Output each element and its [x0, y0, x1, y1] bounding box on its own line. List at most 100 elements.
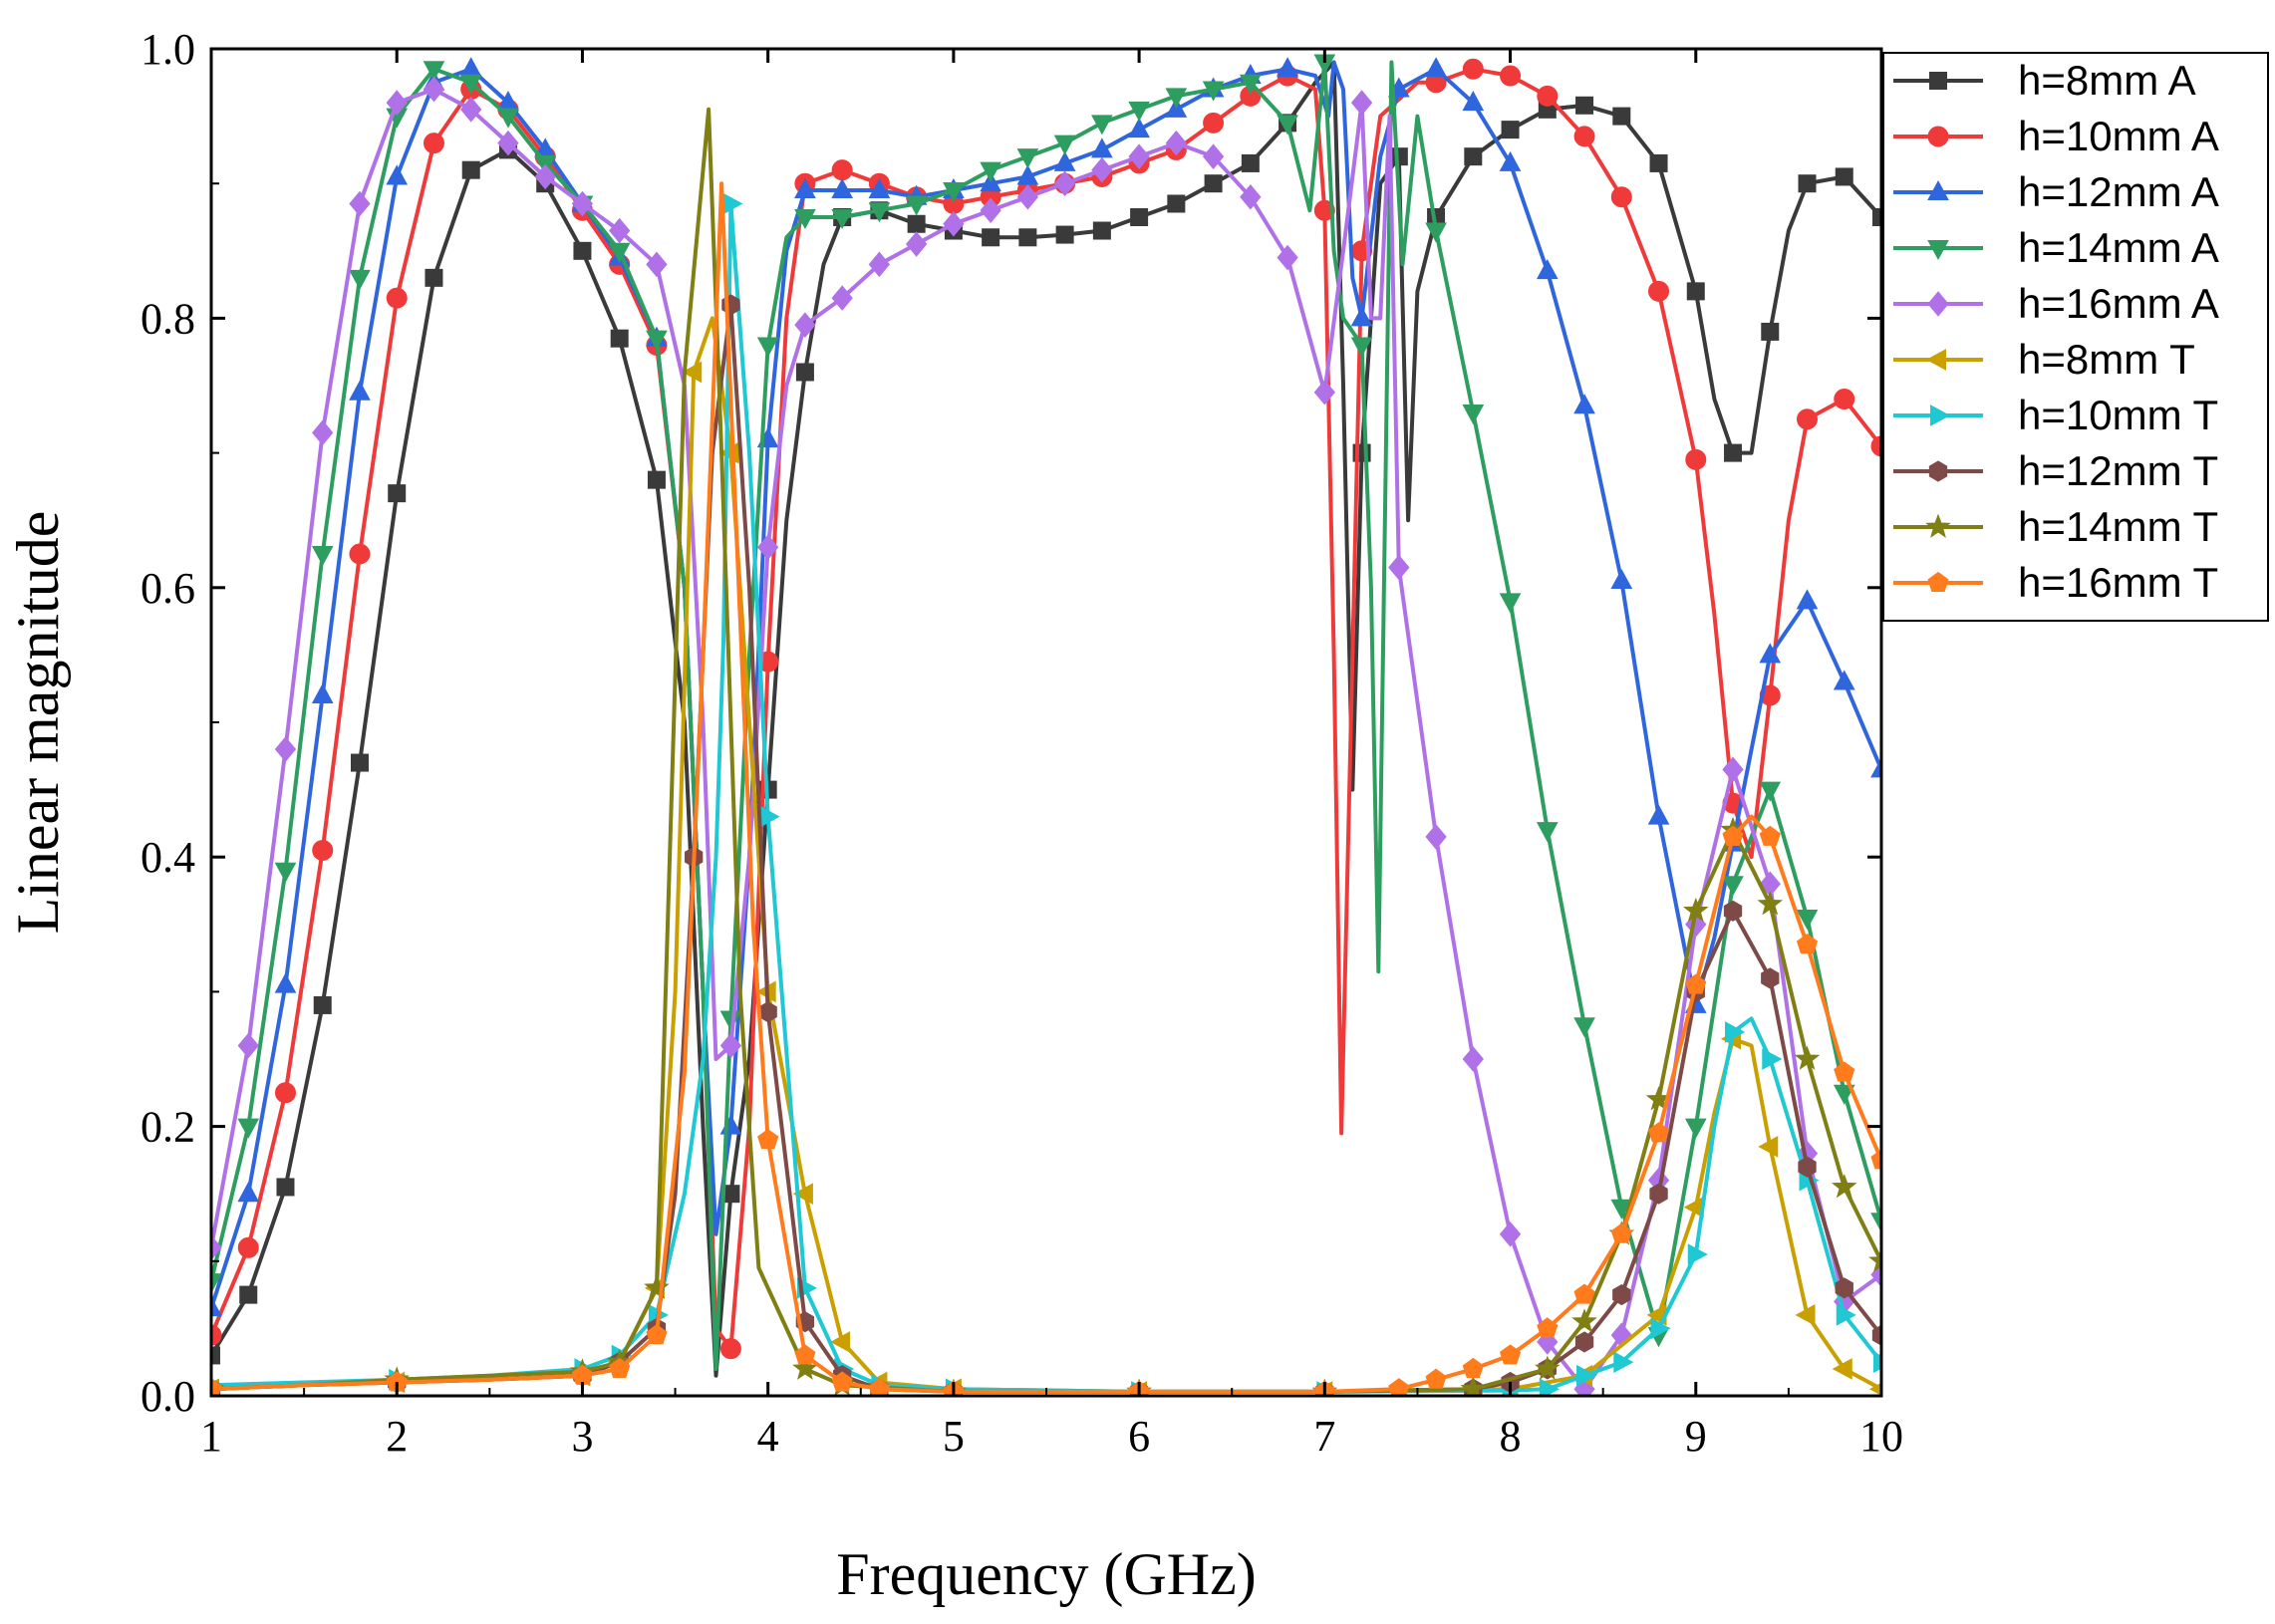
data-point: [1759, 781, 1782, 802]
data-point: [311, 546, 334, 567]
x-tick-label: 1: [200, 1412, 222, 1461]
data-point: [571, 190, 594, 217]
data-point: [425, 268, 443, 287]
data-point: [1648, 280, 1670, 302]
x-tick-label: 6: [1128, 1412, 1150, 1461]
data-point: [1610, 568, 1633, 590]
series-h-16mm-t: [211, 181, 1881, 1396]
data-point: [1464, 147, 1483, 166]
data-point: [1832, 1358, 1852, 1380]
data-point: [868, 202, 891, 223]
data-point: [1165, 88, 1188, 109]
data-point: [1796, 589, 1819, 610]
legend-entry: h=12mm A: [1893, 168, 2219, 215]
x-axis-title: Frequency (GHz): [836, 1541, 1257, 1607]
y-axis-title: Linear magnitude: [5, 511, 71, 935]
data-point: [1722, 756, 1744, 783]
series-line: [211, 181, 1881, 1394]
x-tick-label: 4: [757, 1412, 779, 1461]
data-point: [1277, 244, 1298, 271]
legend: h=8mm A h=10mm A h=12mm A h=14mm A h=16mm A h…: [1882, 52, 2269, 622]
data-point: [1687, 1243, 1708, 1265]
data-point: [237, 1118, 260, 1139]
series-h-10mm-t: [211, 192, 1881, 1396]
data-point: [1928, 460, 1948, 482]
legend-label: h=12mm T: [2018, 447, 2218, 494]
data-point: [350, 753, 369, 772]
data-point: [1240, 74, 1262, 95]
data-point: [461, 160, 480, 179]
data-point: [1462, 405, 1485, 425]
data-point: [1128, 101, 1150, 122]
data-point: [1868, 1382, 1881, 1396]
legend-label: h=12mm A: [2018, 168, 2219, 215]
legend-entry: h=14mm T: [1893, 503, 2218, 550]
series-line: [211, 67, 1881, 1351]
data-point: [349, 190, 371, 217]
data-point: [868, 251, 891, 278]
data-point: [1016, 148, 1039, 169]
data-point: [794, 209, 816, 230]
data-point: [237, 1236, 259, 1258]
data-point: [349, 543, 371, 565]
data-point: [1018, 228, 1037, 247]
data-point: [1761, 967, 1780, 989]
y-axis: 0.0 0.2 0.4 0.6 0.8 1.0: [141, 25, 1881, 1421]
legend-entry: h=14mm A: [1893, 224, 2219, 271]
data-point: [459, 57, 482, 78]
data-point: [1499, 1220, 1522, 1247]
data-point: [980, 161, 1001, 182]
data-point: [312, 839, 334, 861]
data-point: [868, 177, 891, 198]
data-point: [1573, 1283, 1595, 1304]
legend-entry: h=16mm T: [1893, 559, 2218, 606]
data-point: [1350, 90, 1373, 116]
data-point: [497, 108, 519, 129]
data-point: [313, 995, 332, 1014]
x-axis: 1 2 3 4 5 6 7 8 9 10: [200, 49, 1903, 1461]
data-point: [274, 862, 297, 883]
data-point: [386, 287, 408, 309]
y-tick-label: 0.8: [141, 294, 195, 343]
data-point: [497, 130, 519, 156]
data-point: [1870, 1149, 1881, 1170]
x-tick-label: 2: [386, 1412, 408, 1461]
x-tick-label: 10: [1859, 1412, 1903, 1461]
data-point: [1925, 349, 1946, 371]
data-point: [1927, 126, 1949, 147]
data-point: [1092, 221, 1111, 240]
data-point: [1571, 1308, 1597, 1333]
data-point: [1649, 153, 1668, 172]
data-point: [1758, 1136, 1779, 1158]
data-point: [1872, 208, 1881, 226]
x-tick-label: 3: [571, 1412, 593, 1461]
data-point: [757, 1129, 779, 1150]
data-point: [1499, 150, 1522, 171]
data-point: [1798, 1156, 1817, 1178]
data-point: [1650, 1317, 1671, 1340]
data-point: [907, 214, 926, 233]
data-point: [211, 1273, 222, 1294]
series-h-12mm-a: [211, 57, 1881, 1317]
legend-entry: h=8mm T: [1893, 336, 2195, 383]
data-point: [757, 534, 779, 561]
legend-label: h=10mm A: [2018, 113, 2219, 159]
data-point: [1425, 1368, 1447, 1389]
x-tick-label: 7: [1313, 1412, 1335, 1461]
data-point: [1053, 135, 1076, 155]
data-point: [311, 682, 334, 703]
data-point: [1831, 1173, 1857, 1199]
data-point: [982, 228, 1000, 247]
data-point: [1794, 1045, 1821, 1070]
data-point: [1277, 115, 1298, 135]
series-h-8mm-t: [211, 316, 1881, 1396]
data-point: [644, 1274, 670, 1299]
data-point: [1797, 408, 1819, 430]
data-point: [719, 1114, 742, 1135]
legend-label: h=14mm A: [2018, 224, 2219, 271]
data-point: [1240, 183, 1262, 210]
data-point: [1835, 167, 1853, 186]
data-point: [1927, 179, 1949, 200]
data-point: [1501, 121, 1520, 139]
data-point: [1927, 240, 1949, 261]
